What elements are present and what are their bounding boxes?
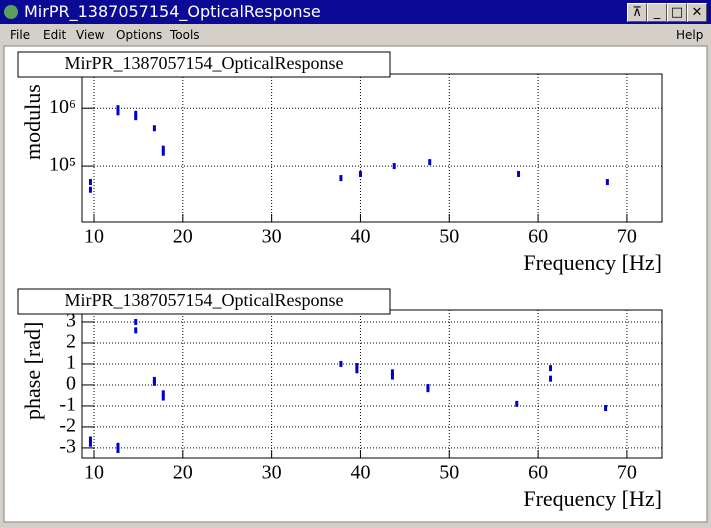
data-point <box>549 375 553 382</box>
data-point <box>134 110 138 117</box>
data-point <box>358 170 362 177</box>
stay-on-top-button[interactable]: ⊼ <box>627 3 647 22</box>
x-tick-label: 30 <box>262 226 282 248</box>
y-tick-label: 10⁵ <box>49 154 76 176</box>
data-point <box>134 114 138 121</box>
data-point <box>116 109 120 116</box>
data-point <box>134 327 138 334</box>
title-bar: MirPR_1387057154_OpticalResponse ⊼ _ □ ✕ <box>0 0 711 24</box>
data-point <box>355 367 359 374</box>
maximize-button[interactable]: □ <box>667 3 687 22</box>
plot-frame <box>81 309 663 459</box>
menu-item[interactable]: View <box>76 28 105 42</box>
x-axis-title: Frequency [Hz] <box>523 250 662 275</box>
data-point <box>88 179 92 186</box>
plot-title: MirPR_1387057154_OpticalResponse <box>65 290 344 310</box>
window-title: MirPR_1387057154_OpticalResponse <box>24 2 321 21</box>
data-point <box>152 379 156 386</box>
y-tick-label: 10⁶ <box>49 96 76 118</box>
plot-frame <box>81 73 663 223</box>
data-point <box>161 149 165 156</box>
data-point <box>339 360 343 367</box>
data-point <box>549 365 553 372</box>
data-point <box>390 369 394 376</box>
y-tick-label: -3 <box>59 436 76 458</box>
menu-bar: File Edit View Options Tools Help <box>0 24 711 46</box>
y-tick-label: 1 <box>66 352 76 374</box>
data-point <box>428 159 432 166</box>
x-tick-label: 70 <box>617 226 637 248</box>
data-point <box>134 318 138 325</box>
y-axis-title: phase [rad] <box>20 322 45 420</box>
title-box <box>17 51 391 78</box>
menu-item[interactable]: Options <box>116 28 163 42</box>
data-point <box>152 125 156 132</box>
data-point <box>88 440 92 447</box>
data-point <box>392 163 396 170</box>
app-icon <box>4 5 18 19</box>
x-tick-label: 50 <box>439 462 459 484</box>
data-point <box>605 179 609 186</box>
data-point <box>161 394 165 401</box>
menu-item[interactable]: Tools <box>170 28 200 42</box>
data-point <box>116 105 120 112</box>
data-point <box>161 145 165 152</box>
y-tick-label: -2 <box>59 415 76 437</box>
menu-item[interactable]: Edit <box>43 28 67 42</box>
close-button[interactable]: ✕ <box>687 3 707 22</box>
title-box <box>17 288 391 315</box>
menu-item[interactable]: Help <box>676 28 704 42</box>
y-tick-label: 2 <box>66 331 76 353</box>
data-point <box>116 447 120 454</box>
data-point <box>390 373 394 380</box>
x-tick-label: 50 <box>439 226 459 248</box>
y-axis-title: modulus <box>20 84 45 160</box>
plot-title: MirPR_1387057154_OpticalResponse <box>65 53 344 73</box>
y-tick-label: 3 <box>66 310 76 332</box>
data-point <box>515 400 519 407</box>
y-tick-label: -1 <box>59 394 76 416</box>
data-point <box>116 442 120 449</box>
minimize-button[interactable]: _ <box>647 3 667 22</box>
x-tick-label: 40 <box>350 462 370 484</box>
y-tick-label: 0 <box>66 373 76 395</box>
x-tick-label: 30 <box>262 462 282 484</box>
x-tick-label: 10 <box>84 226 104 248</box>
data-point <box>161 390 165 397</box>
data-point <box>88 436 92 443</box>
x-tick-label: 60 <box>528 226 548 248</box>
x-tick-label: 60 <box>528 462 548 484</box>
data-point <box>517 170 521 177</box>
x-axis-title: Frequency [Hz] <box>523 486 662 511</box>
x-tick-label: 70 <box>617 462 637 484</box>
data-point <box>355 363 359 370</box>
data-point <box>88 186 92 193</box>
x-tick-label: 20 <box>173 226 193 248</box>
data-point <box>426 386 430 393</box>
x-tick-label: 20 <box>173 462 193 484</box>
x-tick-label: 10 <box>84 462 104 484</box>
menu-item[interactable]: File <box>10 28 31 42</box>
data-point <box>604 405 608 412</box>
x-tick-label: 40 <box>350 226 370 248</box>
data-point <box>339 175 343 182</box>
